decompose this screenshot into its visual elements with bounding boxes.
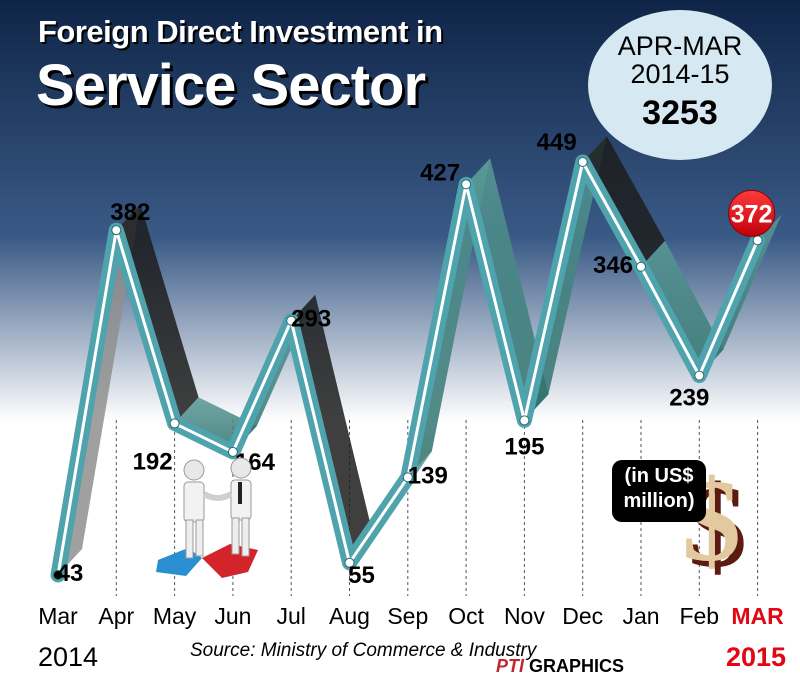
x-tick-label: Mar bbox=[38, 603, 78, 629]
credit: PTI GRAPHICS bbox=[496, 656, 624, 677]
x-tick-label: MAR bbox=[731, 603, 784, 629]
x-tick-label: Feb bbox=[679, 603, 719, 629]
ribbon-segment bbox=[116, 204, 199, 424]
credit-graphics: GRAPHICS bbox=[529, 656, 625, 676]
x-axis-labels: Mar Apr May Jun Jul Aug Sep Oct Nov Dec Jan Feb MAR bbox=[38, 603, 784, 629]
data-point bbox=[53, 570, 63, 580]
data-label: 195 bbox=[504, 433, 544, 460]
unit-label: (in US$ million) bbox=[612, 460, 706, 522]
data-point bbox=[461, 179, 472, 190]
data-point bbox=[111, 225, 122, 236]
data-point bbox=[227, 446, 238, 457]
data-point bbox=[344, 557, 355, 568]
x-tick-label: Jun bbox=[214, 603, 251, 629]
handshake-puzzle-illustration bbox=[156, 457, 258, 578]
ribbon-segment bbox=[466, 158, 549, 421]
data-label: 55 bbox=[348, 562, 375, 589]
title-line-1: Foreign Direct Investment in bbox=[38, 14, 443, 49]
start-year: 2014 bbox=[38, 642, 99, 672]
x-tick-label: Apr bbox=[98, 603, 134, 629]
x-tick-label: Nov bbox=[504, 603, 545, 629]
ribbon-segment bbox=[582, 136, 665, 267]
data-point bbox=[169, 418, 180, 429]
dollar-sign-icon: $ $ bbox=[682, 455, 747, 592]
end-year: 2015 bbox=[726, 642, 787, 672]
ribbon-segment bbox=[641, 240, 724, 376]
period-total-badge: APR-MAR 2014-15 3253 bbox=[588, 10, 772, 160]
title-line-2: Service Sector bbox=[36, 53, 426, 118]
data-point bbox=[752, 235, 763, 246]
data-label: 239 bbox=[669, 385, 709, 412]
x-tick-label: May bbox=[153, 603, 197, 629]
data-label: 382 bbox=[110, 199, 150, 226]
badge-period-line2: 2014-15 bbox=[630, 59, 730, 89]
x-tick-label: Dec bbox=[562, 603, 603, 629]
data-label: 449 bbox=[537, 129, 577, 156]
data-label: 293 bbox=[291, 306, 331, 333]
data-point bbox=[636, 261, 646, 272]
data-point bbox=[694, 370, 705, 381]
x-tick-label: Sep bbox=[387, 603, 428, 629]
data-label: 427 bbox=[420, 159, 460, 186]
data-label: 372 bbox=[731, 200, 773, 228]
highlight-marker bbox=[728, 189, 776, 237]
data-label: 139 bbox=[408, 462, 448, 489]
data-label: 192 bbox=[133, 448, 173, 475]
unit-line-1: (in US$ bbox=[624, 465, 694, 487]
data-label: 346 bbox=[593, 252, 633, 279]
data-points bbox=[53, 157, 763, 580]
ribbon-segment bbox=[291, 294, 374, 563]
x-tick-label: Jan bbox=[622, 603, 659, 629]
badge-total: 3253 bbox=[642, 94, 718, 132]
x-tick-label: Oct bbox=[448, 603, 484, 629]
x-tick-label: Aug bbox=[329, 603, 370, 629]
unit-line-2: million) bbox=[623, 490, 695, 512]
x-tick-label: Jul bbox=[276, 603, 305, 629]
data-point bbox=[286, 315, 297, 326]
badge-period-line1: APR-MAR bbox=[617, 31, 743, 61]
data-point bbox=[519, 415, 530, 426]
data-point bbox=[402, 472, 413, 483]
data-point bbox=[577, 157, 588, 167]
data-label: 43 bbox=[57, 560, 84, 587]
credit-pti: PTI bbox=[496, 656, 525, 676]
source-note: Source: Ministry of Commerce & Industry bbox=[190, 640, 537, 661]
